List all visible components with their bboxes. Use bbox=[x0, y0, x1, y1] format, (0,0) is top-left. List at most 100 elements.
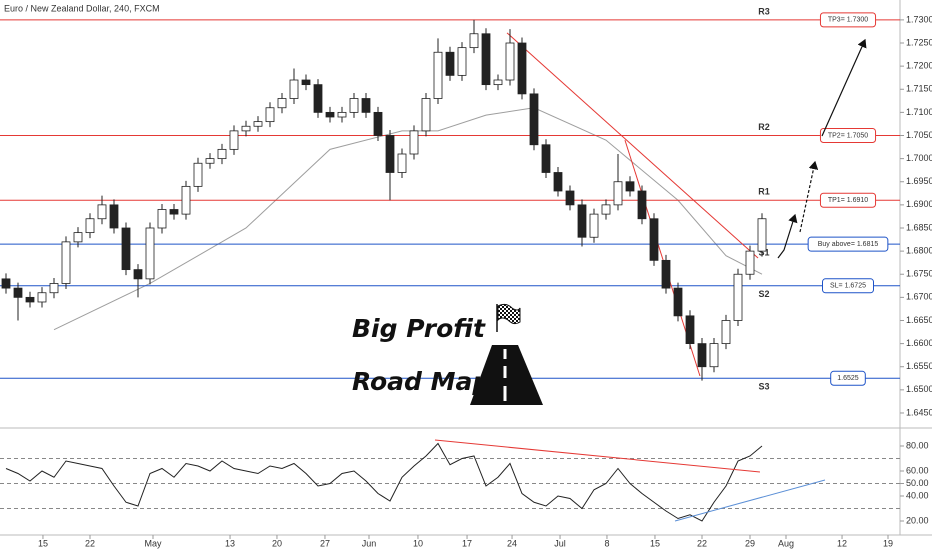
rsi-tick-label: 20.00 bbox=[906, 515, 929, 525]
y-tick-label: 1.67000 bbox=[906, 292, 932, 302]
candle-body bbox=[109, 204, 119, 229]
candle-body bbox=[577, 204, 587, 238]
x-tick-label: 13 bbox=[225, 538, 235, 548]
level-label: 1.6525 bbox=[837, 375, 859, 382]
candle-body bbox=[145, 227, 155, 280]
rsi-tick-label: 50.00 bbox=[906, 478, 929, 488]
candle-body bbox=[361, 98, 371, 113]
candle-body bbox=[697, 343, 707, 368]
candle-body bbox=[73, 232, 83, 243]
candle-body bbox=[505, 42, 515, 81]
level-label-box bbox=[807, 236, 889, 252]
y-tick-label: 1.71500 bbox=[906, 84, 932, 94]
level-label: TP2= 1.7050 bbox=[828, 132, 868, 139]
y-tick-label: 1.66500 bbox=[906, 315, 932, 325]
candle-body bbox=[565, 190, 575, 206]
moving-average bbox=[53, 107, 763, 331]
level-label-box bbox=[819, 192, 877, 208]
y-tick-label: 1.73000 bbox=[906, 14, 932, 24]
candle-body bbox=[289, 79, 299, 99]
candle-body bbox=[409, 130, 419, 155]
y-tick-label: 1.68500 bbox=[906, 222, 932, 232]
candle-body bbox=[313, 84, 323, 113]
candle-body bbox=[733, 273, 743, 321]
x-tick-label: 12 bbox=[837, 538, 847, 548]
trendline bbox=[506, 32, 759, 259]
x-tick-label: 24 bbox=[507, 538, 517, 548]
level-name: S2 bbox=[758, 289, 769, 299]
y-tick-label: 1.70000 bbox=[906, 153, 932, 163]
x-tick-label: 17 bbox=[462, 538, 472, 548]
x-tick-label: 29 bbox=[745, 538, 755, 548]
y-tick-label: 1.66000 bbox=[906, 338, 932, 348]
y-tick-label: 1.65500 bbox=[906, 361, 932, 371]
candle-body bbox=[1, 278, 11, 289]
candle-body bbox=[721, 320, 731, 345]
level-label: Buy above= 1.6815 bbox=[818, 241, 879, 248]
candle-body bbox=[481, 33, 491, 86]
candle-body bbox=[553, 172, 563, 192]
x-tick-label: Jul bbox=[554, 538, 566, 548]
y-tick-label: 1.69500 bbox=[906, 176, 932, 186]
rsi-trendline bbox=[434, 439, 761, 473]
candle-body bbox=[265, 107, 275, 123]
candle-body bbox=[661, 259, 671, 289]
annotation: Big Profit bbox=[352, 314, 486, 343]
candle-body bbox=[205, 158, 215, 164]
flag-icon bbox=[496, 303, 521, 332]
x-tick-label: 27 bbox=[320, 538, 330, 548]
y-tick-label: 1.70500 bbox=[906, 130, 932, 140]
projection-arrows bbox=[777, 38, 867, 259]
candle-body bbox=[709, 343, 719, 368]
level-name: S3 bbox=[758, 382, 769, 392]
candle-body bbox=[493, 79, 503, 86]
x-tick-label: 15 bbox=[38, 538, 48, 548]
candle-body bbox=[337, 111, 347, 118]
candle-body bbox=[121, 227, 131, 271]
candle-body bbox=[673, 287, 683, 317]
x-tick-label: 22 bbox=[85, 538, 95, 548]
candle-body bbox=[13, 287, 23, 298]
y-tick-label: 1.72500 bbox=[906, 37, 932, 47]
x-tick-label: 8 bbox=[604, 538, 609, 548]
candle-body bbox=[529, 93, 539, 146]
candle-body bbox=[253, 121, 263, 127]
candle-body bbox=[541, 144, 551, 173]
level-label-box bbox=[830, 370, 866, 386]
annotation: Road Map bbox=[352, 367, 490, 396]
candle-body bbox=[229, 130, 239, 150]
candle-body bbox=[625, 181, 635, 192]
level-name: R1 bbox=[758, 187, 770, 197]
candle-body bbox=[637, 190, 647, 220]
candle-body bbox=[385, 135, 395, 173]
level-label: TP3= 1.7300 bbox=[828, 17, 868, 24]
candle-body bbox=[373, 111, 383, 136]
candle-body bbox=[277, 98, 287, 109]
candle-body bbox=[685, 315, 695, 345]
rsi-tick-label: 80.00 bbox=[906, 440, 929, 450]
y-tick-label: 1.67500 bbox=[906, 269, 932, 279]
candle-body bbox=[613, 181, 623, 206]
level-label-box bbox=[819, 128, 877, 144]
candle-body bbox=[217, 148, 227, 160]
candle-body bbox=[301, 79, 311, 86]
chart-title: Euro / New Zealand Dollar, 240, FXCM bbox=[4, 3, 160, 13]
candle-body bbox=[745, 250, 755, 275]
rsi-tick-label: 40.00 bbox=[906, 490, 929, 500]
candle-body bbox=[181, 185, 191, 215]
level-name: R3 bbox=[758, 6, 770, 16]
x-tick-label: Aug bbox=[778, 538, 794, 548]
road-icon bbox=[470, 345, 543, 405]
level-name: S1 bbox=[758, 248, 769, 258]
level-label-box bbox=[822, 278, 874, 294]
level-label: TP1= 1.6910 bbox=[828, 197, 868, 204]
candle-body bbox=[421, 98, 431, 132]
candle-body bbox=[97, 204, 107, 220]
candle-body bbox=[241, 125, 251, 132]
candle-body bbox=[433, 51, 443, 99]
candle-body bbox=[517, 42, 527, 95]
candle-body bbox=[589, 213, 599, 238]
y-tick-label: 1.68000 bbox=[906, 245, 932, 255]
candle-body bbox=[193, 162, 203, 187]
